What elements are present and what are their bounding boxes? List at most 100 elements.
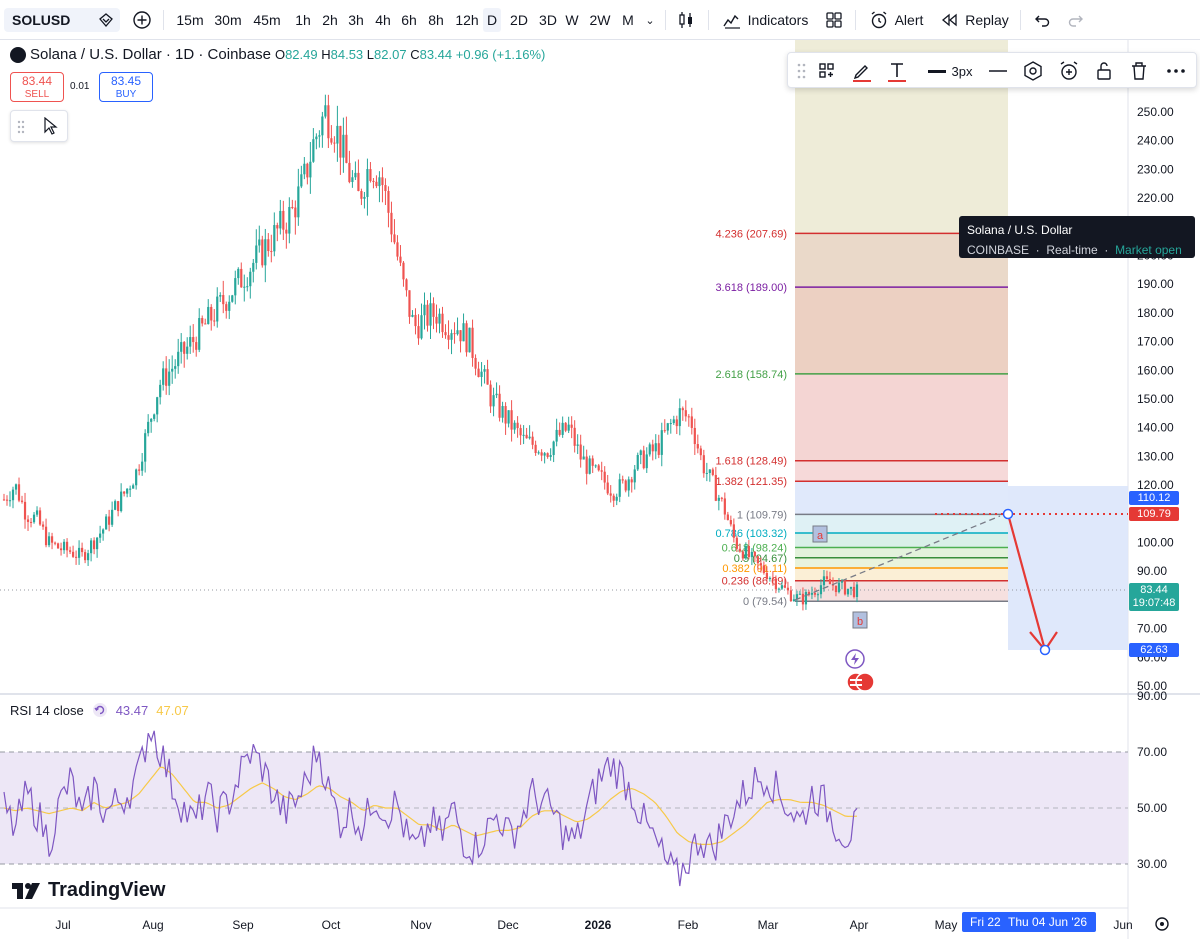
interval-30m[interactable]: 30m (214, 12, 242, 28)
buy-button[interactable]: 83.45 BUY (99, 72, 153, 102)
interval-4h[interactable]: 4h (375, 12, 391, 28)
candle-body (435, 316, 438, 324)
candle-body (303, 163, 306, 175)
price-tick-label: 100.00 (1137, 536, 1174, 550)
fib-levels[interactable]: 4.236 (207.69) 3.618 (189.00) 2.618 (158.7… (715, 228, 1008, 608)
interval-2D[interactable]: 2D (510, 12, 528, 28)
refresh-icon[interactable] (92, 702, 108, 718)
candle-body (510, 410, 513, 430)
interval-15m[interactable]: 15m (176, 12, 204, 28)
interval-3D[interactable]: 3D (539, 12, 557, 28)
tradingview-logo[interactable]: TradingView (12, 879, 165, 902)
candle-body (2, 499, 6, 501)
redo-button[interactable] (1064, 8, 1088, 32)
candle-body (537, 452, 540, 454)
fib-level-label: 0.236 (86.69) (722, 576, 787, 588)
candle-body (774, 578, 778, 590)
rsi-series[interactable] (3, 730, 858, 887)
interval-D[interactable]: D (483, 8, 501, 32)
candle-body (300, 174, 303, 187)
compare-icon[interactable] (98, 12, 114, 28)
anchor-handle[interactable] (1002, 508, 1014, 520)
wave-label-b[interactable]: b (852, 611, 868, 629)
price-chart[interactable]: 4.236 (207.69) 3.618 (189.00) 2.618 (158.7… (0, 40, 1200, 939)
add-alert-icon[interactable] (1057, 59, 1081, 83)
wave-label-a[interactable]: a (812, 525, 828, 543)
price-axis[interactable]: 250.00240.00230.00220.00210.00200.00190.… (1137, 105, 1174, 693)
more-options-icon[interactable] (1164, 59, 1188, 83)
add-symbol-button[interactable] (130, 8, 154, 32)
low-label: L (366, 47, 375, 62)
candle-body (819, 585, 823, 595)
interval-W[interactable]: W (565, 12, 579, 28)
undo-button[interactable] (1030, 8, 1054, 32)
candle-body (609, 493, 612, 496)
interval-M[interactable]: M (622, 12, 634, 28)
candle-body (354, 172, 357, 178)
interval-6h[interactable]: 6h (401, 12, 417, 28)
template-icon[interactable] (815, 59, 839, 83)
sell-button[interactable]: 83.44 SELL (10, 72, 64, 102)
lock-icon[interactable] (1092, 59, 1116, 83)
time-axis[interactable]: Jul Aug Sep Oct Nov Dec 2026 Feb Mar Apr May Jun (55, 918, 1132, 932)
candle-body (123, 491, 126, 494)
bar-countdown: 19:07:48 (1132, 597, 1176, 609)
cursor-arrow-icon[interactable] (43, 117, 59, 135)
wave-label-box (812, 525, 828, 543)
candle-body (141, 461, 144, 471)
interval-45m[interactable]: 45m (253, 12, 281, 28)
replay-button[interactable]: Replay (940, 8, 1010, 32)
earnings-event-icon[interactable] (845, 649, 865, 669)
economic-event-flag-icon[interactable] (846, 672, 875, 692)
interval-12h[interactable]: 12h (455, 12, 479, 28)
rsi-tick-label: 30.00 (1137, 857, 1167, 871)
rsi-legend[interactable]: RSI 14 close 43.47 47.07 (10, 702, 189, 718)
symbol-legend[interactable]: Solana / U.S. Dollar · 1D · Coinbase O82… (10, 46, 545, 63)
settings-hexagon-icon[interactable] (1021, 59, 1045, 83)
chart-settings-gear-icon[interactable] (1155, 917, 1169, 931)
candlestick-series[interactable] (2, 94, 859, 611)
interval-1h[interactable]: 1h (295, 12, 311, 28)
text-color-icon[interactable] (885, 59, 909, 83)
candle-body (249, 271, 252, 287)
chart-type-button[interactable] (674, 8, 698, 32)
fib-level-label: 4.236 (207.69) (715, 228, 787, 240)
candle-body (657, 443, 660, 455)
symbol-search[interactable]: SOLUSD (4, 8, 120, 32)
candle-body (714, 474, 717, 501)
fib-trend-line[interactable] (794, 515, 1001, 601)
interval-8h[interactable]: 8h (428, 12, 444, 28)
alert-button[interactable]: Alert (865, 8, 927, 32)
fib-extension-zones[interactable] (795, 40, 1008, 601)
trash-icon[interactable] (1127, 59, 1151, 83)
line-color-pencil-icon[interactable] (850, 59, 874, 83)
projection-arrow-line[interactable] (1006, 513, 1047, 651)
candle-body (414, 314, 417, 327)
anchor-handle[interactable] (1039, 644, 1051, 656)
candle-body (528, 436, 531, 439)
candle-body (618, 479, 621, 497)
candle-body (198, 318, 201, 350)
candle-body (288, 206, 291, 234)
drag-handle-icon[interactable] (17, 120, 25, 134)
candle-body (408, 290, 411, 317)
interval-2h[interactable]: 2h (322, 12, 338, 28)
candle-body (720, 497, 723, 499)
indicators-button[interactable]: Indicators (720, 8, 810, 32)
intervals-more-chevron-icon[interactable]: ⌄ (645, 14, 655, 27)
interval-2W[interactable]: 2W (589, 12, 611, 28)
candle-body (267, 239, 270, 252)
line-width-button[interactable]: 3px (922, 59, 978, 83)
interval-3h[interactable]: 3h (348, 12, 364, 28)
candle-body (363, 196, 366, 199)
candle-body (417, 326, 420, 339)
candle-body (729, 520, 732, 525)
candle-body (798, 593, 802, 595)
candle-body (174, 366, 177, 369)
drag-handle-icon[interactable] (790, 59, 814, 83)
candle-body (504, 406, 507, 424)
layouts-button[interactable] (822, 8, 846, 32)
candle-body (71, 551, 75, 557)
line-style-icon[interactable] (986, 59, 1010, 83)
rsi-axis[interactable]: 90.00 70.00 50.00 30.00 (1137, 689, 1167, 871)
